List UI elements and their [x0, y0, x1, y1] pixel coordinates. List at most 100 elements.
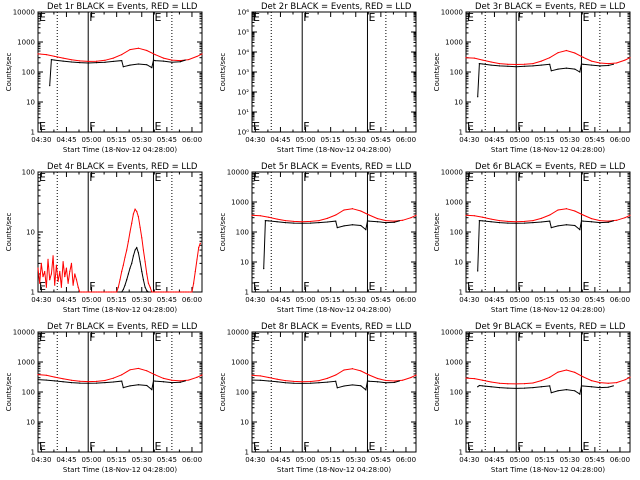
data-point — [335, 380, 337, 382]
data-point — [376, 221, 379, 223]
data-point — [137, 252, 140, 254]
data-point — [171, 382, 173, 384]
y-tick-label: 1 — [459, 289, 463, 297]
data-point — [131, 262, 133, 264]
event-marker-bottom-label: E — [467, 120, 474, 133]
data-point — [343, 209, 345, 211]
event-marker-top-label: F — [303, 11, 309, 24]
y-tick-label: 10² — [237, 89, 249, 97]
data-point — [376, 377, 379, 380]
event-marker-top-label: F — [517, 331, 523, 344]
data-point — [122, 387, 124, 389]
event-marker-bottom-label: E — [154, 440, 161, 453]
data-point — [54, 55, 56, 58]
data-point — [612, 385, 614, 387]
data-point — [515, 63, 517, 66]
data-point — [473, 57, 475, 59]
y-tick-label: 10000 — [227, 169, 249, 177]
detector-panel-9: Det 9r BLACK = Events, RED = LLD Counts/s… — [433, 322, 631, 474]
x-tick-label: 05:00 — [81, 296, 101, 304]
y-tick-label: 100 — [450, 389, 463, 397]
data-point — [82, 291, 84, 293]
data-point — [477, 96, 479, 98]
data-point — [532, 63, 534, 65]
data-point — [582, 214, 584, 216]
data-point — [45, 374, 47, 376]
event-marker-top-label: F — [303, 331, 309, 344]
data-point — [498, 382, 501, 384]
y-tick-label: 10 — [454, 419, 463, 427]
data-point — [482, 216, 484, 218]
data-point — [515, 222, 517, 224]
y-axis-label: Counts/sec — [219, 373, 227, 412]
data-point — [599, 387, 601, 389]
data-point — [126, 249, 128, 251]
events-rate-line — [477, 220, 614, 272]
data-point — [326, 377, 328, 379]
data-point — [70, 61, 73, 63]
data-point — [196, 55, 198, 58]
event-marker-bottom-label: F — [89, 280, 95, 293]
data-point — [490, 381, 492, 383]
data-point — [162, 377, 165, 379]
data-point — [549, 214, 551, 216]
event-marker-top-label: E — [467, 11, 474, 24]
x-tick-label: 05:15 — [321, 296, 341, 304]
data-point — [139, 261, 141, 263]
data-point — [144, 286, 146, 288]
data-point — [131, 222, 133, 224]
data-point — [146, 370, 148, 372]
data-point — [612, 220, 614, 222]
data-point — [550, 70, 552, 72]
data-point — [100, 291, 103, 293]
data-point — [507, 65, 509, 67]
data-point — [142, 279, 145, 281]
data-point — [186, 291, 188, 293]
plot-frame — [251, 331, 417, 453]
x-axis-label: Start Time (18-Nov-12 04:28:00) — [63, 306, 177, 314]
x-tick-label: 04:30 — [459, 296, 479, 304]
event-marker-top-label: F — [89, 11, 95, 24]
data-point — [171, 61, 173, 63]
event-marker-bottom-label: F — [517, 120, 523, 133]
data-point — [376, 217, 379, 220]
data-point — [607, 386, 609, 388]
data-point — [37, 378, 39, 381]
data-point — [540, 386, 542, 388]
data-point — [147, 282, 150, 284]
data-point — [196, 376, 198, 378]
data-point — [318, 222, 320, 224]
data-point — [590, 64, 593, 66]
data-point — [574, 224, 576, 227]
x-tick-label: 06:00 — [396, 456, 416, 464]
data-point — [129, 231, 131, 233]
data-point — [477, 386, 479, 388]
data-point — [309, 380, 312, 383]
data-point — [582, 56, 584, 58]
data-point — [318, 379, 320, 382]
x-tick-label: 06:00 — [396, 296, 416, 304]
data-point — [124, 284, 126, 286]
plot-frame — [37, 331, 203, 453]
data-point — [184, 59, 186, 61]
x-tick-label: 05:30 — [346, 296, 366, 304]
data-point — [121, 291, 123, 293]
data-point — [157, 291, 160, 293]
event-marker-top-label: E — [154, 11, 161, 24]
data-point — [137, 47, 140, 49]
x-tick-label: 04:30 — [245, 296, 265, 304]
y-tick-label: 1 — [245, 289, 249, 297]
data-point — [607, 220, 609, 222]
y-axis-label: Counts/sec — [433, 373, 441, 412]
data-point — [79, 382, 81, 384]
data-point — [47, 258, 49, 260]
events-rate-line — [37, 379, 186, 391]
data-point — [393, 221, 395, 223]
data-point — [99, 291, 101, 293]
event-marker-top-label: E — [253, 171, 260, 184]
plot-frame — [465, 331, 631, 453]
y-tick-label: 1000 — [445, 199, 463, 207]
x-tick-label: 04:30 — [31, 296, 51, 304]
data-point — [368, 214, 370, 216]
data-point — [199, 242, 201, 244]
